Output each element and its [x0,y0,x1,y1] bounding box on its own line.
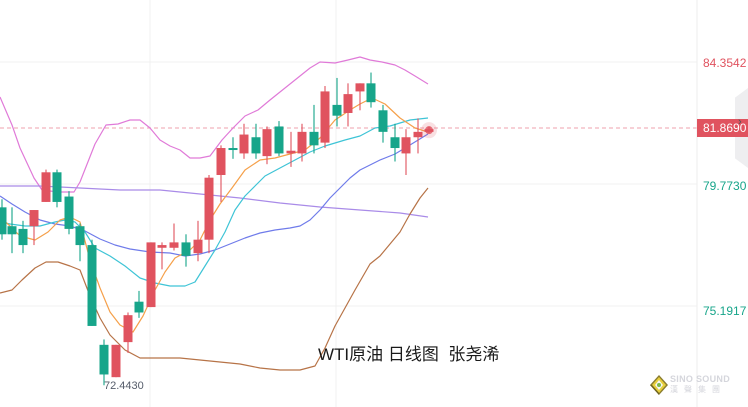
price-axis-label-low: 75.1917 [703,304,747,318]
chart-caption: WTI原油 日线图 张尧浠 [318,345,500,364]
last-price-badge: 81.8690 [697,119,748,137]
logo-diamond-icon [650,375,668,395]
price-axis-label-top: 84.3542 [703,56,747,70]
grid-lines [0,0,697,407]
price-axis-label-mid: 79.7730 [703,179,747,193]
logo-text-cn: 漢聲集團 [670,385,726,394]
indicator-lines [0,56,429,371]
chevron-right-icon[interactable]: › [738,116,742,128]
candles [0,72,434,386]
logo-text-en: SINO SOUND [670,374,731,384]
period-low-label: 72.4430 [104,380,144,392]
last-candle-glow [421,122,437,139]
sino-sound-logo: SINO SOUND 漢聲集團 [648,372,746,398]
